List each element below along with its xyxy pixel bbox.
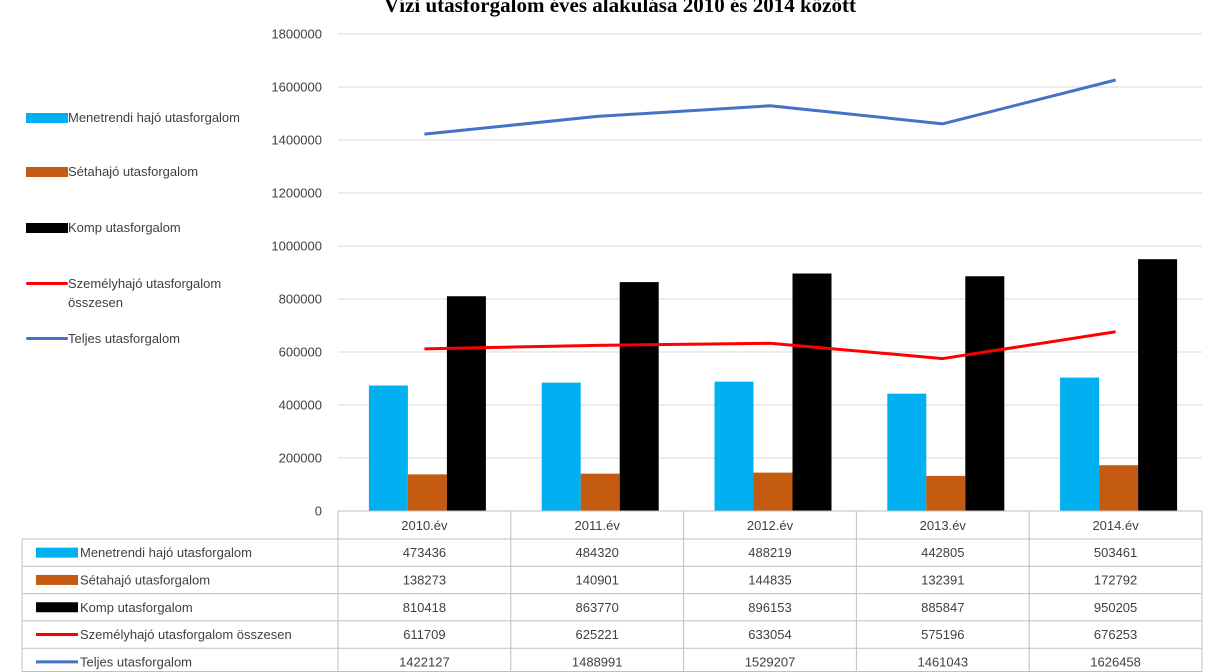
table-row-label: Komp utasforgalom xyxy=(80,600,193,615)
table-cell: 484320 xyxy=(576,545,619,560)
legend-item: Személyhajó utasforgalom összesen xyxy=(26,274,256,312)
bar xyxy=(446,296,486,511)
table-cell: 473436 xyxy=(403,545,446,560)
table-cell: 611709 xyxy=(403,627,445,642)
bar xyxy=(753,472,793,511)
x-tick-label: 2011.év xyxy=(575,518,621,533)
bar xyxy=(541,382,581,511)
bar xyxy=(887,393,927,511)
table-cell: 676253 xyxy=(1094,627,1137,642)
y-tick-label: 1200000 xyxy=(271,186,322,201)
table-cell: 138273 xyxy=(403,572,446,587)
bar xyxy=(1099,465,1139,511)
legend-key xyxy=(26,274,68,293)
table-row-label: Személyhajó utasforgalom összesen xyxy=(80,627,292,642)
table-cell: 172792 xyxy=(1094,572,1137,587)
y-tick-label: 1400000 xyxy=(271,133,322,148)
x-tick-label: 2014.év xyxy=(1092,518,1139,533)
y-tick-label: 1600000 xyxy=(271,80,322,95)
table-cell: 488219 xyxy=(748,545,791,560)
legend-item: Komp utasforgalom xyxy=(26,218,256,237)
x-tick-label: 2013.év xyxy=(920,518,967,533)
line xyxy=(424,330,1116,361)
table-cell: 1488991 xyxy=(572,654,623,669)
table-cell: 132391 xyxy=(921,572,964,587)
table-cell: 503461 xyxy=(1094,545,1137,560)
bar xyxy=(926,475,966,511)
legend-label: Sétahajó utasforgalom xyxy=(68,164,199,179)
line xyxy=(424,78,1116,136)
table-row-label: Sétahajó utasforgalom xyxy=(80,572,210,587)
legend-item: Teljes utasforgalom xyxy=(26,329,256,348)
table-cell: 633054 xyxy=(748,627,791,642)
legend-item: Menetrendi hajó utasforgalom xyxy=(26,108,256,127)
table-row-label: Menetrendi hajó utasforgalom xyxy=(80,545,252,560)
legend-item: Sétahajó utasforgalom xyxy=(26,162,256,181)
x-tick-label: 2012.év xyxy=(747,518,794,533)
legend-key xyxy=(26,108,68,127)
table-cell: 1529207 xyxy=(745,654,796,669)
bar xyxy=(1138,259,1178,511)
legend-key xyxy=(26,329,68,348)
table-cell: 442805 xyxy=(921,545,964,560)
legend-key xyxy=(26,162,68,181)
table-cell: 144835 xyxy=(748,572,791,587)
bar xyxy=(714,381,754,511)
y-tick-label: 600000 xyxy=(279,345,322,360)
table-cell: 140901 xyxy=(576,572,619,587)
legend-key xyxy=(36,547,78,558)
legend-key xyxy=(26,218,68,237)
legend-key xyxy=(36,574,78,585)
y-tick-label: 800000 xyxy=(279,292,322,307)
table-cell: 575196 xyxy=(921,627,964,642)
y-tick-label: 400000 xyxy=(279,398,322,413)
table-cell: 1461043 xyxy=(917,654,968,669)
bar xyxy=(965,276,1005,511)
bar xyxy=(619,282,659,511)
bar xyxy=(368,385,408,511)
table-cell: 1422127 xyxy=(399,654,450,669)
legend-label: Teljes utasforgalom xyxy=(68,331,180,346)
table-cell: 950205 xyxy=(1094,600,1137,615)
chart-title: Vízi utasforgalom éves alakulása 2010 és… xyxy=(384,0,856,17)
y-tick-label: 1000000 xyxy=(271,239,322,254)
bar xyxy=(407,474,447,511)
table-cell: 896153 xyxy=(748,600,791,615)
table-cell: 625221 xyxy=(576,627,619,642)
table-cell: 885847 xyxy=(921,600,964,615)
bar xyxy=(1060,377,1100,511)
legend-label: Menetrendi hajó utasforgalom xyxy=(68,110,240,125)
table-row-label: Teljes utasforgalom xyxy=(80,654,192,669)
table-cell: 863770 xyxy=(576,600,619,615)
legend-key xyxy=(36,602,78,613)
legend-label: Komp utasforgalom xyxy=(68,220,181,235)
legend-label: Személyhajó utasforgalom összesen xyxy=(68,276,222,310)
table-cell: 1626458 xyxy=(1090,654,1141,669)
bar xyxy=(792,273,832,511)
table-cell: 810418 xyxy=(403,600,446,615)
y-tick-label: 200000 xyxy=(279,451,322,466)
y-tick-label: 0 xyxy=(315,504,322,519)
x-tick-label: 2010.év xyxy=(401,518,448,533)
y-tick-label: 1800000 xyxy=(271,27,322,42)
bar xyxy=(580,473,620,511)
